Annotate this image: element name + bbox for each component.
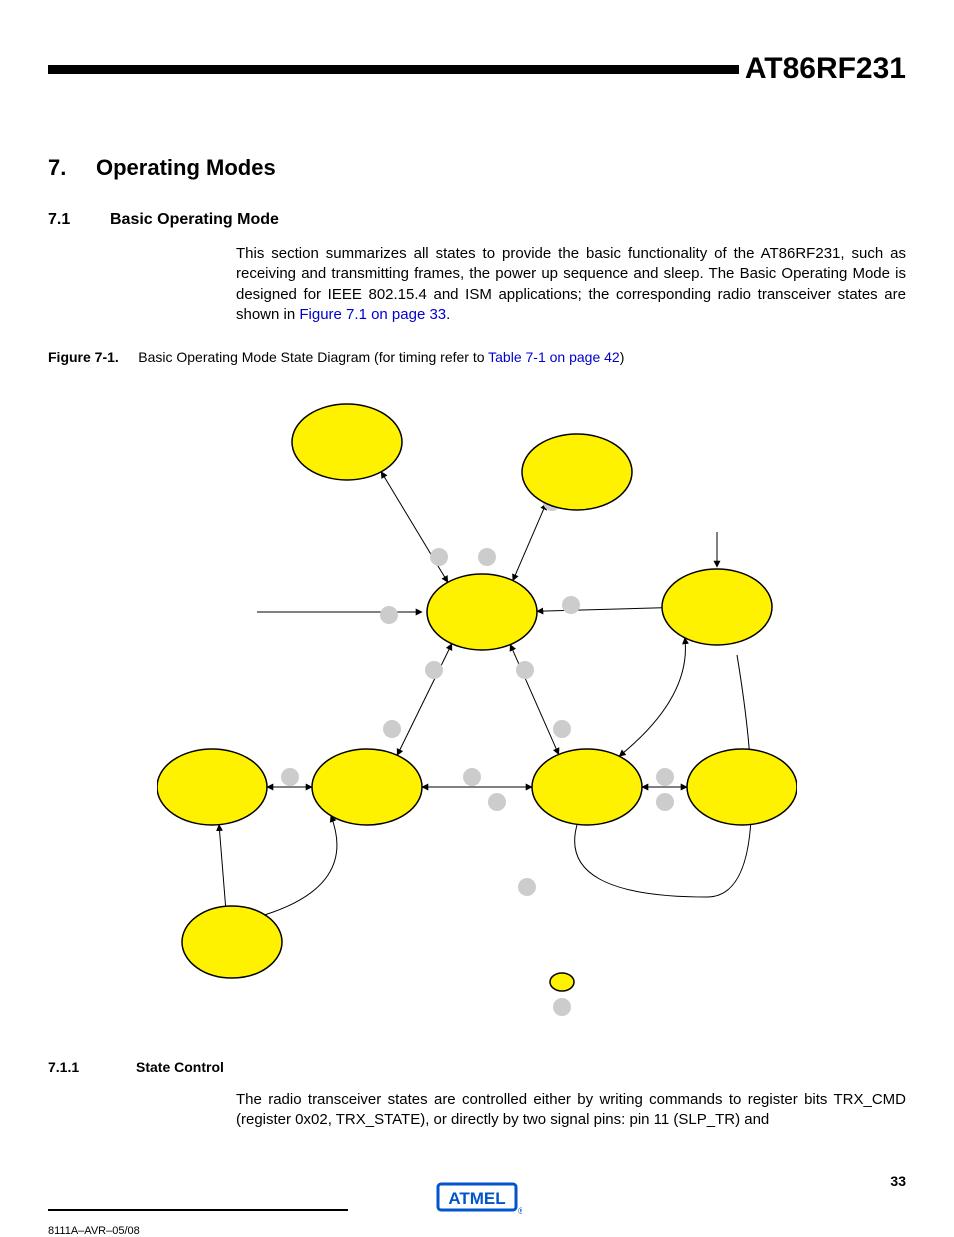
header-rule — [48, 65, 739, 74]
table-link[interactable]: Table 7-1 on page 42 — [488, 349, 620, 365]
atmel-logo-icon: ATMEL ® — [432, 1178, 522, 1221]
h1-number: 7. — [48, 155, 96, 181]
paragraph-1: This section summarizes all states to pr… — [236, 244, 906, 325]
h3-title: State Control — [136, 1059, 224, 1075]
state-diagram — [48, 387, 906, 1027]
section-heading-1: 7. Operating Modes — [48, 155, 906, 181]
page-footer: 33 ATMEL ® 8111A–AVR–05/08 — [48, 1173, 906, 1203]
footer-rule — [48, 1209, 348, 1211]
h2-title: Basic Operating Mode — [110, 211, 279, 229]
h1-title: Operating Modes — [96, 155, 276, 181]
state-diagram-svg — [157, 387, 797, 1027]
section-heading-2: 7.1 Basic Operating Mode — [48, 211, 906, 229]
doc-id: 8111A–AVR–05/08 — [48, 1225, 140, 1237]
page-header: AT86RF231 — [48, 52, 906, 86]
figure-caption: Figure 7-1. Basic Operating Mode State D… — [48, 349, 906, 365]
svg-text:®: ® — [518, 1206, 522, 1216]
h2-number: 7.1 — [48, 211, 110, 229]
figcap-label: Figure 7-1. — [48, 349, 119, 365]
doc-title: AT86RF231 — [745, 52, 906, 86]
figcap-text-a: Basic Operating Mode State Diagram (for … — [138, 349, 488, 365]
h3-number: 7.1.1 — [48, 1059, 136, 1075]
logo-text: ATMEL — [448, 1189, 505, 1208]
paragraph-2: The radio transceiver states are control… — [236, 1090, 906, 1131]
page-body: 7. Operating Modes 7.1 Basic Operating M… — [48, 155, 906, 1146]
para1-b: . — [446, 306, 450, 323]
page-number: 33 — [890, 1173, 906, 1189]
section-heading-3: 7.1.1 State Control — [48, 1059, 906, 1075]
figcap-text-b: ) — [620, 349, 625, 365]
figure-link[interactable]: Figure 7.1 on page 33 — [299, 306, 446, 323]
